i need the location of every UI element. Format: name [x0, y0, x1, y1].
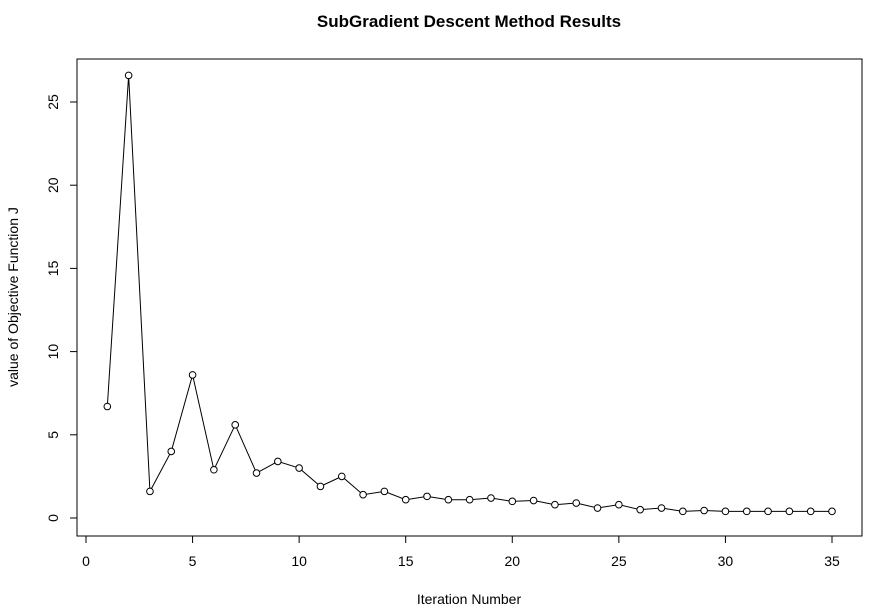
data-point: [231, 421, 239, 429]
x-tick-label: 25: [611, 553, 627, 569]
data-point: [828, 507, 836, 516]
series-objective-j: [103, 71, 836, 516]
data-point: [274, 457, 282, 466]
data-point: [210, 465, 218, 474]
data-point: [785, 507, 794, 516]
y-tick-label: 25: [45, 94, 61, 110]
y-tick-label: 5: [45, 431, 61, 439]
x-axis: 0 5 10 15 20 25 30 35: [82, 535, 840, 569]
data-point: [572, 499, 581, 507]
data-point: [721, 507, 730, 516]
data-point: [700, 506, 708, 515]
data-point: [380, 487, 389, 496]
data-point: [316, 482, 325, 491]
y-axis-label: value of Objective Function J: [5, 207, 21, 387]
data-point: [103, 402, 112, 411]
y-tick-label: 20: [45, 177, 61, 193]
y-axis: 0 5 10 15 20 25: [45, 94, 78, 522]
data-point: [188, 371, 197, 379]
data-point: [742, 507, 751, 516]
x-tick-label: 5: [189, 553, 197, 569]
data-point: [359, 490, 367, 499]
data-point: [593, 504, 602, 512]
x-tick-label: 10: [291, 553, 307, 569]
y-tick-label: 15: [45, 260, 61, 276]
series-line: [106, 75, 832, 512]
data-point: [401, 495, 410, 504]
x-tick-label: 0: [82, 553, 90, 569]
data-point: [806, 507, 815, 516]
chart-title: SubGradient Descent Method Results: [317, 12, 621, 31]
y-tick-label: 10: [45, 344, 61, 360]
data-point: [764, 507, 772, 516]
data-point: [551, 500, 559, 509]
x-axis-label: Iteration Number: [417, 591, 522, 607]
plot-frame: [76, 58, 863, 537]
data-point: [487, 494, 495, 502]
x-tick-label: 30: [718, 553, 734, 569]
data-point: [295, 464, 303, 472]
data-point: [423, 492, 431, 501]
data-point: [124, 71, 133, 80]
data-point: [636, 505, 644, 514]
data-point: [252, 469, 261, 477]
data-point: [167, 447, 176, 456]
data-point: [679, 507, 687, 516]
data-point: [444, 495, 453, 504]
data-point: [529, 496, 538, 505]
data-point: [465, 495, 474, 504]
y-tick-label: 0: [45, 514, 61, 522]
data-point: [337, 472, 346, 481]
data-point: [657, 504, 666, 512]
data-point: [508, 497, 517, 506]
x-tick-label: 15: [398, 553, 414, 569]
x-tick-label: 35: [824, 553, 840, 569]
data-point: [615, 500, 623, 509]
data-point: [146, 487, 154, 496]
x-tick-label: 20: [504, 553, 520, 569]
